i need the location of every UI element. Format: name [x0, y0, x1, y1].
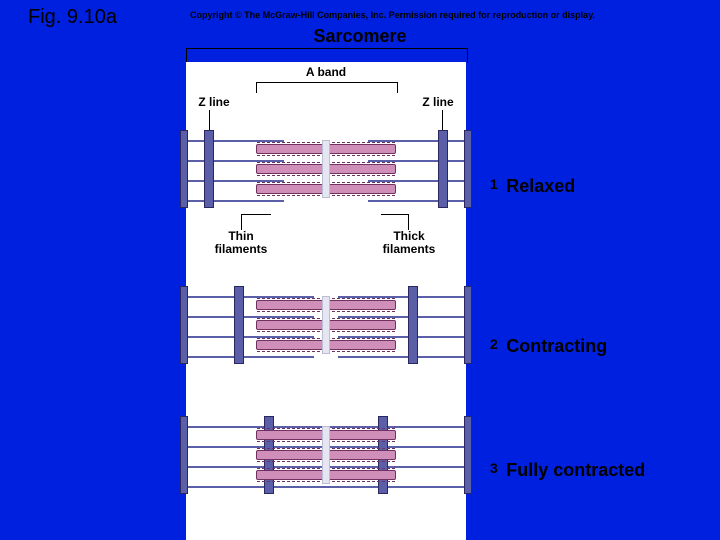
thin-filament [188, 336, 234, 338]
stage-2-label: 2 Contracting [490, 336, 607, 357]
thin-filaments-label: Thin filaments [206, 230, 276, 256]
diagram-title: Sarcomere [0, 26, 720, 47]
m-line [322, 296, 330, 354]
thin-filament [418, 336, 464, 338]
stage-1-num: 1 [490, 176, 498, 192]
sarcomere-fully-contracted [186, 412, 466, 498]
thin-filament [368, 200, 438, 202]
stage-1-label: 1 Relaxed [490, 176, 575, 197]
thick-filaments-label: Thick filaments [374, 230, 444, 256]
z-disc [438, 130, 448, 208]
copyright-text: Copyright © The McGraw-Hill Companies, I… [190, 10, 595, 20]
thin-filament [418, 316, 464, 318]
thin-filament [448, 160, 464, 162]
thin-filament [418, 296, 464, 298]
stage-3-name: Fully contracted [506, 460, 645, 480]
thin-callout [241, 214, 242, 230]
thin-filament [388, 466, 464, 468]
thin-filament [188, 200, 204, 202]
thick-callout [408, 214, 409, 230]
z-disc-edge [180, 416, 188, 494]
z-disc-edge [464, 130, 472, 208]
m-line [322, 426, 330, 484]
thin-filament [274, 486, 326, 488]
thin-filament [188, 160, 204, 162]
z-line-left-label: Z line [184, 96, 244, 109]
thin-filament [388, 486, 464, 488]
z-disc-edge [464, 286, 472, 364]
z-line-right-label: Z line [408, 96, 468, 109]
z-disc [408, 286, 418, 364]
thick-callout [381, 214, 409, 215]
thin-filament [388, 446, 464, 448]
stage-3-label: 3 Fully contracted [490, 460, 645, 481]
z-disc-edge [464, 416, 472, 494]
thin-filament [188, 426, 264, 428]
a-band-bracket [256, 82, 398, 93]
sarcomere-relaxed [186, 126, 466, 212]
thin-filament [188, 356, 234, 358]
stage-3-num: 3 [490, 460, 498, 476]
thin-filament [188, 180, 204, 182]
sarcomere-contracting [186, 282, 466, 368]
sarcomere-bracket [186, 48, 468, 63]
thin-callout [241, 214, 271, 215]
thin-filament [188, 466, 264, 468]
stage-2-num: 2 [490, 336, 498, 352]
thin-filament [338, 356, 408, 358]
z-disc [204, 130, 214, 208]
stage-1-name: Relaxed [506, 176, 575, 196]
z-disc-edge [180, 286, 188, 364]
thin-filament [244, 356, 314, 358]
stage-2-name: Contracting [506, 336, 607, 356]
thin-filament [214, 200, 284, 202]
thin-filament [448, 200, 464, 202]
z-disc-edge [180, 130, 188, 208]
diagram-panel: A band Z line Z line [186, 62, 466, 540]
m-line [322, 140, 330, 198]
thin-filament [188, 296, 234, 298]
thin-filament [326, 486, 378, 488]
z-disc [234, 286, 244, 364]
thin-filament [388, 426, 464, 428]
thin-filament [448, 140, 464, 142]
thin-filament [188, 486, 264, 488]
a-band-label: A band [186, 66, 466, 79]
thin-filament [188, 140, 204, 142]
thin-filament [448, 180, 464, 182]
thin-filament [188, 446, 264, 448]
thin-filament [418, 356, 464, 358]
thin-filament [188, 316, 234, 318]
